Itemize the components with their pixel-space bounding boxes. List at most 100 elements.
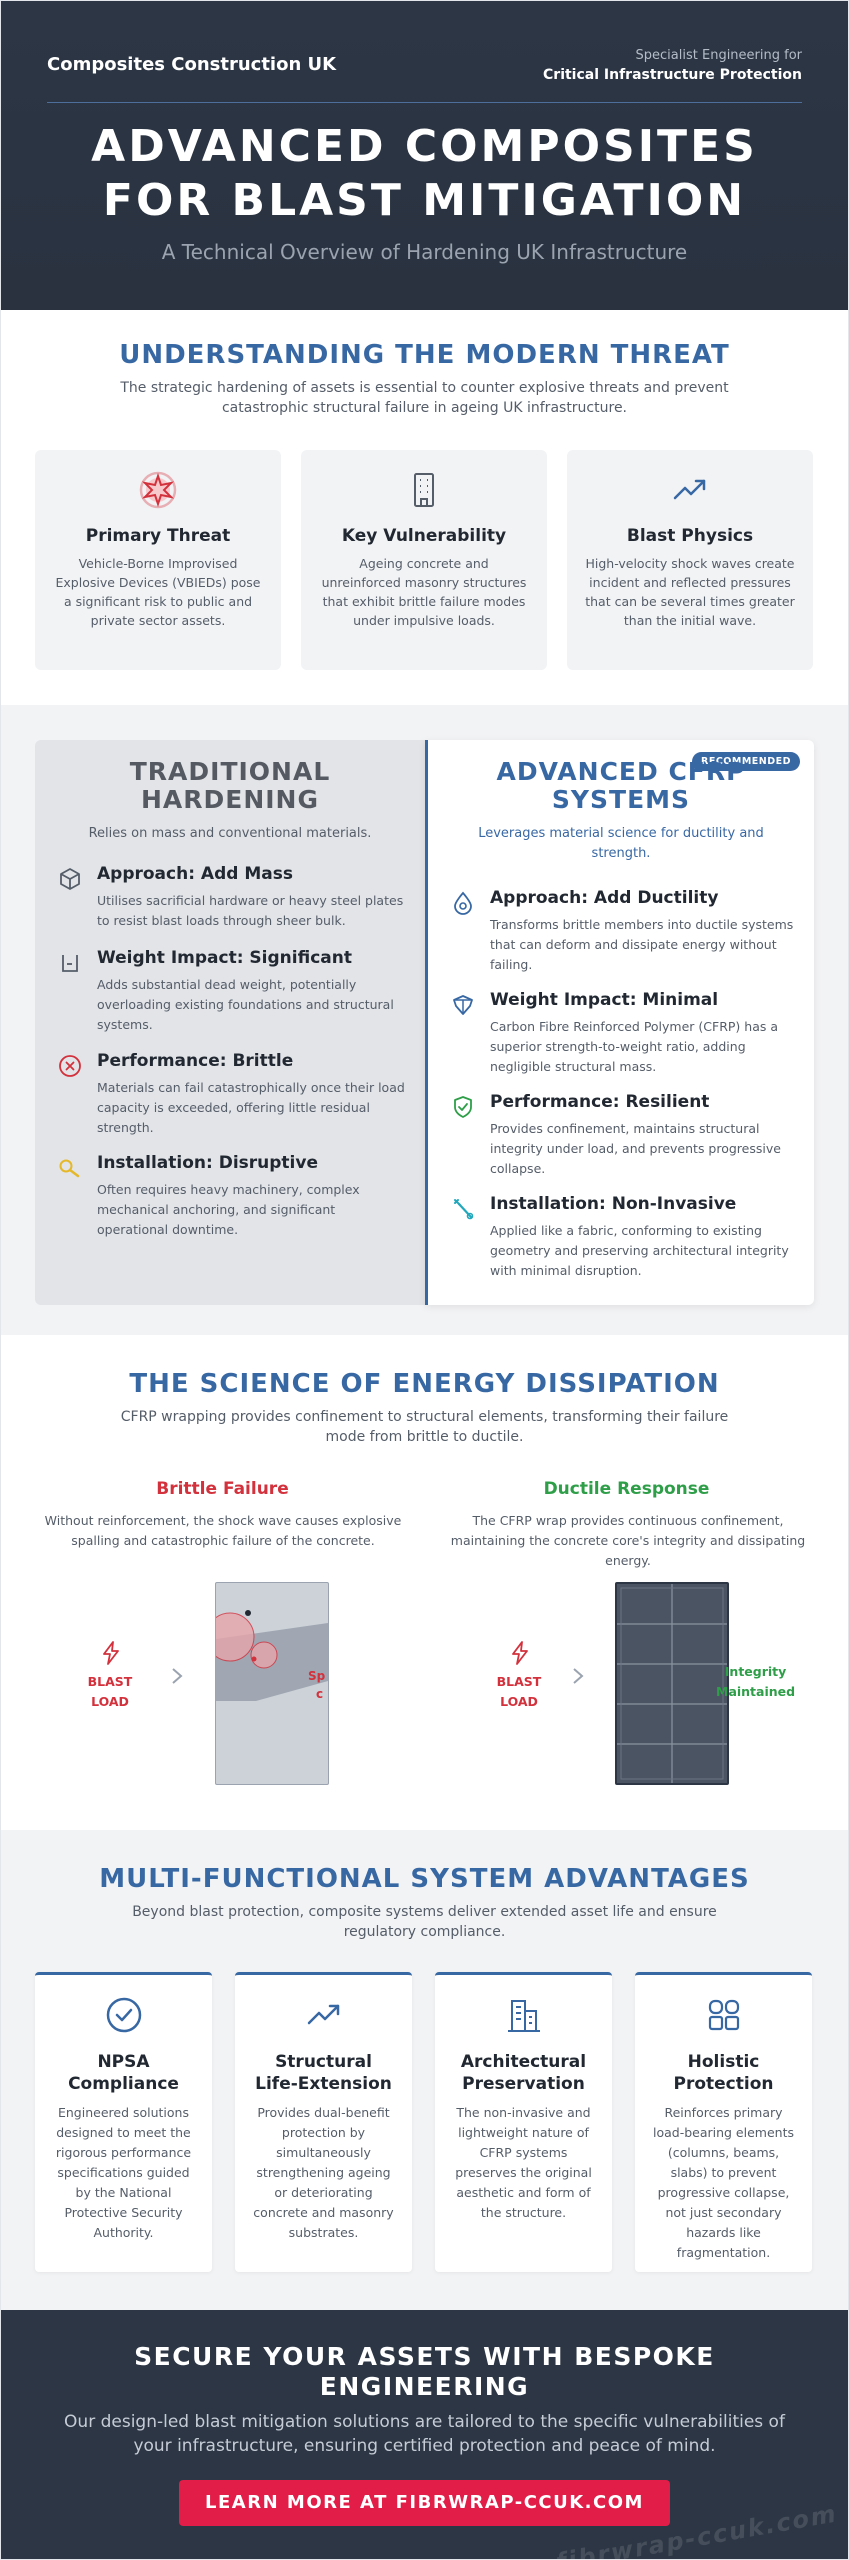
ductile-response-title: Ductile Response [543, 1479, 710, 1499]
advantage-card-life-extension: Structural Life-Extension Provides dual-… [235, 1972, 412, 2272]
blast-label-line1: BLAST [87, 1674, 133, 1689]
blast-label-line1: BLAST [496, 1674, 542, 1689]
feature-text: Materials can fail catastrophically once… [97, 1080, 405, 1135]
advantages-section: MULTI-FUNCTIONAL SYSTEM ADVANTAGES Beyon… [0, 1830, 849, 2310]
brittle-concrete-illustration: Sp c [215, 1582, 329, 1785]
traditional-title-line2: HARDENING [140, 785, 320, 814]
advantage-card-npsa: NPSA Compliance Engineered solutions des… [35, 1972, 212, 2272]
advantage-card-title: NPSA Compliance [41, 2051, 206, 2095]
advantage-title-line2: Preservation [462, 2074, 585, 2094]
advantage-title-line1: Structural [275, 2052, 372, 2072]
shield-check-icon [450, 1094, 476, 1120]
feature-title: Approach: Add Ductility [490, 888, 719, 908]
threat-title: UNDERSTANDING THE MODERN THREAT [119, 340, 730, 370]
advanced-title-line2: SYSTEMS [551, 785, 691, 814]
feature-title: Weight Impact: Significant [97, 948, 352, 968]
recommended-badge: RECOMMENDED [692, 752, 800, 771]
blast-load-indicator: BLAST LOAD [494, 1640, 544, 1720]
threat-card-title: Blast Physics [626, 526, 754, 546]
wrench-icon [57, 1155, 83, 1181]
page-title-line1: ADVANCED COMPOSITES [91, 121, 758, 172]
feature-title: Weight Impact: Minimal [490, 990, 719, 1010]
feature-title: Performance: Resilient [490, 1092, 710, 1112]
spalling-graphic [216, 1610, 328, 1701]
advantage-title-line1: Holistic [687, 2052, 760, 2072]
ductile-response-text: The CFRP wrap provides continuous confin… [450, 1513, 806, 1568]
weight-icon [57, 950, 83, 976]
feature-text: Provides confinement, maintains structur… [490, 1121, 781, 1176]
cfrp-wrapped-illustration [615, 1582, 729, 1785]
advanced-title-line1: ADVANCED CFRP [496, 757, 746, 786]
x-circle-icon [57, 1053, 83, 1079]
feature-text: Adds substantial dead weight, potentiall… [97, 977, 394, 1032]
threat-card-physics: Blast Physics High-velocity shock waves … [567, 450, 813, 670]
hero-header: Composites Construction UK Specialist En… [0, 0, 849, 310]
feature-text: Utilises sacrificial hardware or heavy s… [97, 893, 404, 928]
integrity-annotation-line2: Maintained [716, 1684, 796, 1699]
advantages-subtitle: Beyond blast protection, composite syste… [132, 1904, 717, 1940]
science-subtitle: CFRP wrapping provides confinement to st… [120, 1409, 729, 1445]
feature-title: Installation: Disruptive [97, 1153, 318, 1173]
advantage-card-title: Structural Life-Extension [241, 2051, 406, 2095]
learn-more-button[interactable]: LEARN MORE AT FIBRWRAP-CCUK.COM [179, 2480, 670, 2526]
advanced-title: ADVANCED CFRP SYSTEMS [428, 758, 814, 814]
spalling-annotation: Sp c [308, 1667, 325, 1703]
advantage-card-text: Provides dual-benefit protection by simu… [253, 2105, 394, 2240]
advantage-card-text: Reinforces primary load-bearing elements… [652, 2105, 794, 2260]
tagline-line1: Specialist Engineering for [635, 48, 802, 63]
cfrp-grid-graphic [617, 1584, 727, 1783]
header-divider [47, 102, 802, 103]
traditional-title-line1: TRADITIONAL [129, 757, 331, 786]
threat-card-text: Vehicle-Borne Improvised Explosive Devic… [55, 556, 261, 628]
cta-section: SECURE YOUR ASSETS WITH BESPOKE ENGINEER… [0, 2310, 849, 2560]
feature-title: Installation: Non-Invasive [490, 1194, 737, 1214]
brittle-failure-title: Brittle Failure [156, 1479, 289, 1499]
blast-load-label: BLAST LOAD [494, 1672, 544, 1712]
threat-card-title: Key Vulnerability [341, 526, 507, 546]
blast-load-indicator: BLAST LOAD [85, 1640, 135, 1720]
advantage-card-title: Holistic Protection [641, 2051, 806, 2095]
advantage-title-line2: Protection [673, 2074, 774, 2094]
advanced-subtitle: Leverages material science for ductility… [478, 826, 764, 861]
feature-title: Approach: Add Mass [97, 864, 293, 884]
feature-title: Performance: Brittle [97, 1051, 294, 1071]
feature-text: Carbon Fibre Reinforced Polymer (CFRP) h… [490, 1019, 779, 1074]
top-bar: Composites Construction UK Specialist En… [47, 40, 802, 100]
feature-text: Often requires heavy machinery, complex … [97, 1182, 360, 1237]
threat-card-title: Primary Threat [85, 526, 231, 546]
advantage-card-text: Engineered solutions designed to meet th… [55, 2105, 192, 2240]
page-title: ADVANCED COMPOSITES FOR BLAST MITIGATION [0, 120, 849, 228]
droplet-icon [450, 890, 476, 916]
science-title: THE SCIENCE OF ENERGY DISSIPATION [129, 1369, 720, 1399]
threat-card-text: High-velocity shock waves create inciden… [585, 556, 795, 628]
tagline-line2: Critical Infrastructure Protection [543, 67, 802, 83]
spalling-annotation-line2: c [316, 1687, 324, 1701]
page-title-line2: FOR BLAST MITIGATION [102, 175, 747, 226]
buildings-icon [435, 1995, 612, 2035]
brittle-failure-text: Without reinforcement, the shock wave ca… [44, 1513, 402, 1548]
lightning-icon [507, 1640, 533, 1670]
advantage-title-line1: Architectural [460, 2052, 587, 2072]
blast-load-label: BLAST LOAD [85, 1672, 135, 1712]
check-circle-icon [35, 1995, 212, 2035]
cta-text: Our design-led blast mitigation solution… [64, 2412, 785, 2456]
chevron-right-icon [571, 1666, 585, 1690]
grid-icon [635, 1995, 812, 2035]
advantage-title-line2: Compliance [68, 2074, 179, 2094]
threat-card-vulnerability: Key Vulnerability Ageing concrete and un… [301, 450, 547, 670]
threat-subtitle: The strategic hardening of assets is ess… [120, 380, 729, 416]
threat-section: UNDERSTANDING THE MODERN THREAT The stra… [0, 310, 849, 705]
blast-label-line2: LOAD [91, 1694, 129, 1709]
blast-label-line2: LOAD [500, 1694, 538, 1709]
trend-up-icon [567, 470, 813, 510]
chevron-right-icon [170, 1666, 184, 1690]
trend-up-icon [235, 1995, 412, 2035]
brand-name[interactable]: Composites Construction UK [47, 54, 337, 75]
threat-card-text: Ageing concrete and unreinforced masonry… [321, 556, 527, 628]
science-section: THE SCIENCE OF ENERGY DISSIPATION CFRP w… [0, 1335, 849, 1830]
advantage-title-line2: Life-Extension [255, 2074, 392, 2094]
advantages-title: MULTI-FUNCTIONAL SYSTEM ADVANTAGES [99, 1864, 750, 1894]
feature-text: Applied like a fabric, conforming to exi… [490, 1223, 789, 1278]
cube-icon [57, 866, 83, 892]
feature-text: Transforms brittle members into ductile … [490, 917, 794, 972]
